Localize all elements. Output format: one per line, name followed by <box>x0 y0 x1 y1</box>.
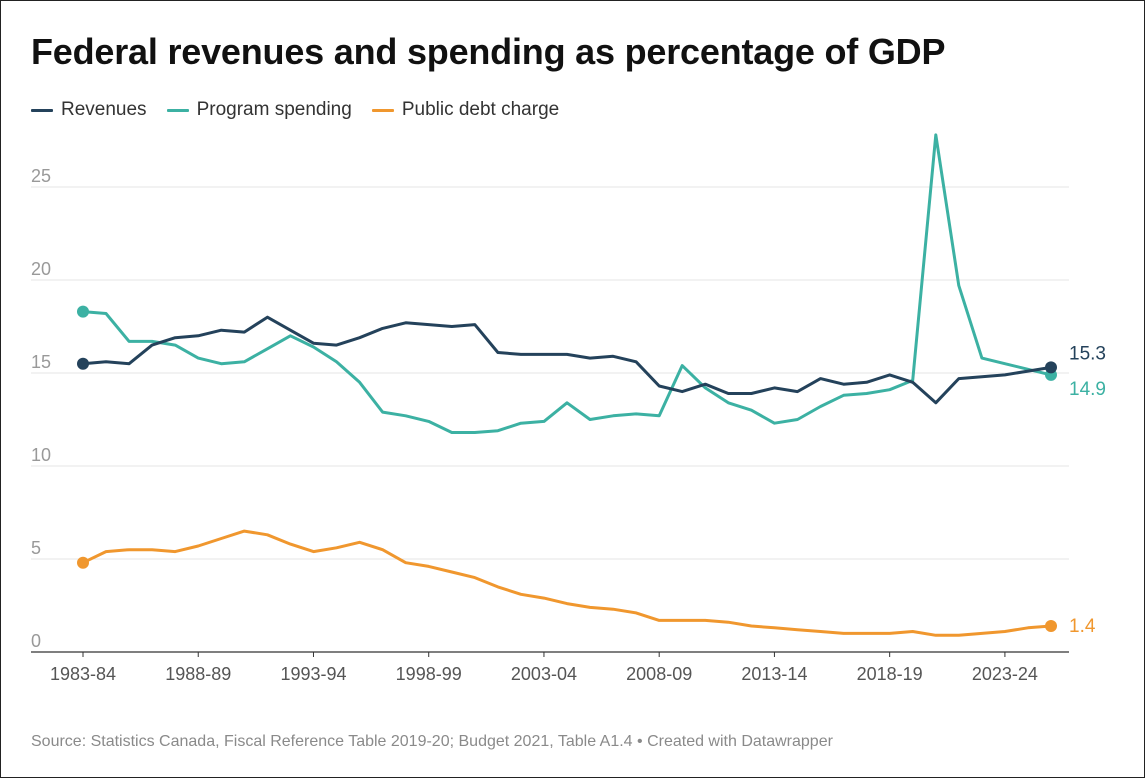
end-label-public-debt-charge: 1.4 <box>1069 616 1096 637</box>
legend-swatch-public-debt-charge <box>371 108 394 112</box>
series-line-public-debt-charge <box>81 529 1053 637</box>
legend-item-program-spending: Program spending <box>166 99 352 121</box>
start-point-program-spending <box>77 305 89 318</box>
y-tick-label-25: 25 <box>31 166 51 186</box>
source-note: Source: Statistics Canada, Fiscal Refere… <box>31 733 833 750</box>
y-tick-label-15: 15 <box>31 352 51 372</box>
line-chart: 0 5 10 15 20 25 1983-84 1988-89 1993-94 1998-99 20… <box>31 133 1106 684</box>
x-tick-label-1998-99: 1998-99 <box>396 664 462 684</box>
series-line-program-spending <box>81 133 1053 434</box>
legend-item-revenues: Revenues <box>31 99 147 121</box>
x-tick-label-1993-94: 1993-94 <box>280 664 346 684</box>
end-point-public-debt-charge <box>1045 619 1057 632</box>
x-tick-label-2023-24: 2023-24 <box>972 664 1038 684</box>
chart-title: Federal revenues and spending as percent… <box>31 31 946 72</box>
y-tick-label-0: 0 <box>31 631 41 651</box>
start-point-public-debt-charge <box>77 556 89 569</box>
x-tick-label-2018-19: 2018-19 <box>857 664 923 684</box>
chart-legend: Revenues Program spending Public debt ch… <box>31 99 559 121</box>
x-tick-label-2008-09: 2008-09 <box>626 664 692 684</box>
y-tick-label-20: 20 <box>31 259 51 279</box>
series-line-revenues <box>81 315 1053 405</box>
legend-label-public-debt-charge: Public debt charge <box>401 99 560 120</box>
legend-swatch-revenues <box>31 108 53 112</box>
legend-label-revenues: Revenues <box>61 99 147 120</box>
x-tick-label-1983-84: 1983-84 <box>50 664 116 684</box>
legend-swatch-program-spending <box>166 108 189 112</box>
x-tick-label-2003-04: 2003-04 <box>511 664 577 684</box>
legend-item-public-debt-charge: Public debt charge <box>371 99 560 121</box>
y-tick-label-5: 5 <box>31 538 41 558</box>
legend-label-program-spending: Program spending <box>196 99 352 120</box>
start-point-revenues <box>77 357 89 370</box>
y-tick-label-10: 10 <box>31 445 51 465</box>
x-tick-label-2013-14: 2013-14 <box>741 664 807 684</box>
x-tick-label-1988-89: 1988-89 <box>165 664 231 684</box>
end-label-program-spending: 14.9 <box>1069 379 1106 400</box>
end-label-revenues: 15.3 <box>1069 343 1106 364</box>
end-point-revenues <box>1045 361 1057 374</box>
